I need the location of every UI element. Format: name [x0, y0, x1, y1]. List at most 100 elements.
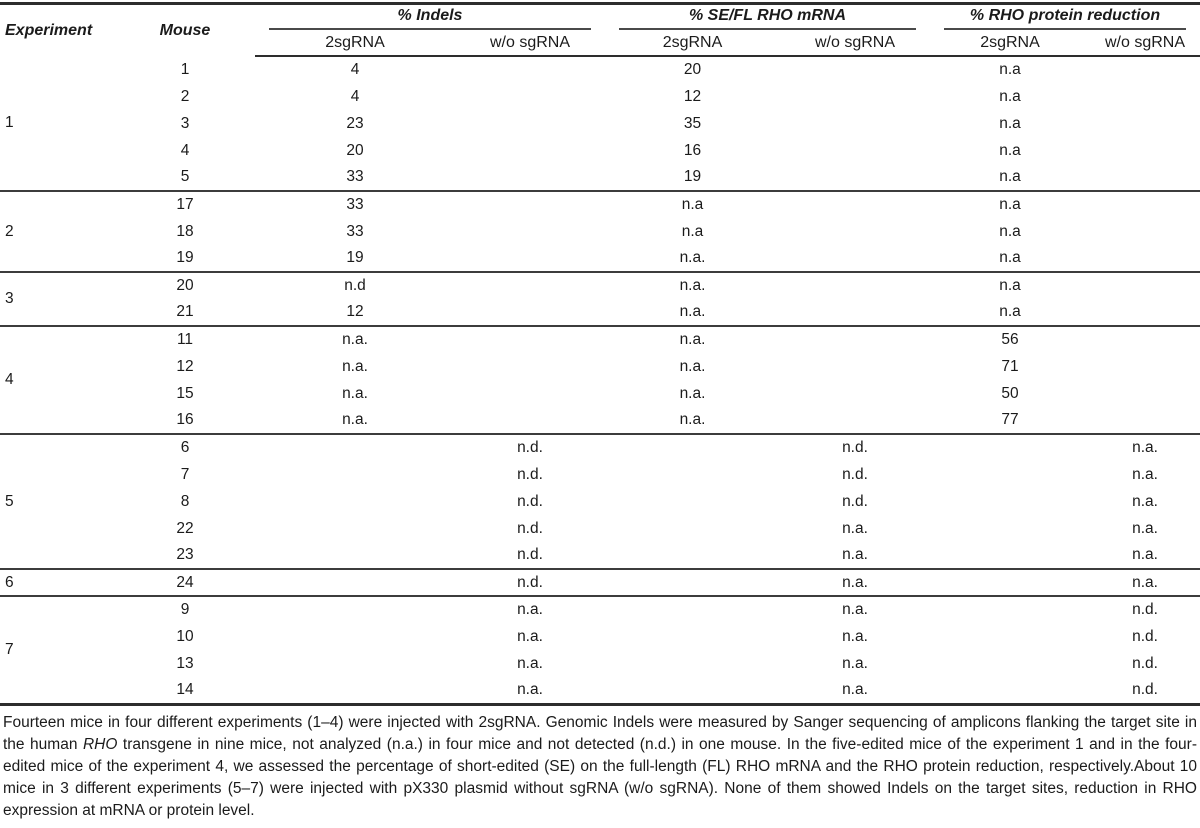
protein-wo-sgrna-value: [1090, 407, 1200, 434]
table-header: Experiment Mouse % Indels % SE/FL RHO mR…: [0, 4, 1200, 57]
indels-2sgrna-value: [255, 542, 455, 569]
footnote: Fourteen mice in four different experime…: [0, 706, 1200, 822]
experiment-number: 6: [0, 568, 115, 596]
table-row: 10 n.a. n.a. n.d.: [0, 623, 1200, 650]
indels-2sgrna-value: n.a.: [342, 411, 368, 428]
mouse-number: 20: [115, 271, 255, 299]
indels-wo-sgrna-value: [455, 271, 605, 299]
mrna-2sgrna-value: n.a.: [679, 357, 706, 375]
mrna-wo-sgrna-value: [780, 137, 930, 164]
indels-wo-sgrna-value: [455, 56, 605, 83]
indels-2sgrna-value: [255, 595, 455, 623]
protein-wo-sgrna-value: [1090, 325, 1200, 353]
protein-wo-sgrna-value: [1090, 190, 1200, 218]
mouse-number: 6: [115, 433, 255, 461]
mrna-2sgrna-value: [605, 650, 780, 677]
mouse-number: 15: [176, 384, 194, 402]
mrna-wo-sgrna-value: n.a.: [780, 595, 930, 623]
mrna-wo-sgrna-value: [780, 245, 930, 272]
indels-2sgrna-value: [255, 568, 455, 596]
mouse-number: 7: [180, 465, 190, 483]
table-row: 16 n.a. n.a. 77: [0, 407, 1200, 434]
indels-2sgrna-value: 4: [350, 87, 360, 105]
footnote-text: Fourteen mice in four different experime…: [3, 713, 1197, 753]
protein-2sgrna-value: [930, 461, 1090, 488]
table-row: 4 20 16 n.a: [0, 137, 1200, 164]
indels-wo-sgrna-value: n.d.: [517, 546, 543, 563]
mrna-2sgrna-value: 19: [683, 168, 702, 185]
protein-2sgrna-value: [930, 595, 1090, 623]
table-row: 6 24 n.d. n.a. n.a.: [0, 568, 1200, 596]
mrna-2sgrna-value: [605, 461, 780, 488]
mouse-number: 11: [115, 325, 255, 353]
col-group-rho-protein-reduction: % RHO protein reduction: [930, 4, 1200, 30]
indels-2sgrna-value: [255, 515, 455, 542]
protein-wo-sgrna-value: n.d.: [1132, 654, 1158, 672]
footnote-text: transgene in nine mice, not analyzed (n.…: [3, 735, 1197, 819]
protein-wo-sgrna-value: n.a.: [1132, 492, 1158, 510]
mrna-2sgrna-value: n.a.: [679, 411, 706, 428]
protein-2sgrna-value: [930, 623, 1090, 650]
protein-2sgrna-value: n.a: [930, 190, 1090, 218]
indels-wo-sgrna-value: [455, 407, 605, 434]
protein-2sgrna-value: n.a: [930, 271, 1090, 299]
mrna-wo-sgrna-value: [780, 299, 930, 326]
protein-wo-sgrna-value: [1090, 56, 1200, 83]
mrna-wo-sgrna-value: n.a.: [842, 519, 868, 537]
mrna-wo-sgrna-value: n.a.: [842, 654, 868, 672]
protein-2sgrna-value: n.a: [999, 87, 1021, 105]
mrna-wo-sgrna-value: [780, 83, 930, 110]
indels-wo-sgrna-value: [455, 325, 605, 353]
table-row: 22 n.d. n.a. n.a.: [0, 515, 1200, 542]
protein-wo-sgrna-value: [1090, 353, 1200, 380]
mouse-number: 12: [176, 357, 194, 375]
experiment-number: 1: [5, 114, 14, 131]
indels-wo-sgrna-value: [455, 218, 605, 245]
indels-wo-sgrna-value: [455, 83, 605, 110]
mrna-2sgrna-value: n.a: [605, 190, 780, 218]
indels-wo-sgrna-value: n.d.: [455, 568, 605, 596]
mouse-number: 14: [176, 680, 194, 698]
protein-2sgrna-value: [930, 433, 1090, 461]
indels-2sgrna-value: [255, 623, 455, 650]
protein-wo-sgrna-value: n.d.: [1132, 680, 1158, 698]
col-header-protein-wo-sgrna: w/o sgRNA: [1090, 30, 1200, 57]
footnote-gene-symbol: RHO: [82, 735, 118, 753]
indels-wo-sgrna-value: [455, 245, 605, 272]
col-header-mrna-2sgrna: 2sgRNA: [605, 30, 780, 57]
header-spanner-row: Experiment Mouse % Indels % SE/FL RHO mR…: [0, 4, 1200, 39]
indels-wo-sgrna-value: n.a.: [517, 654, 543, 672]
indels-wo-sgrna-value: n.d.: [517, 465, 543, 483]
mouse-number: 24: [115, 568, 255, 596]
mrna-wo-sgrna-value: [780, 353, 930, 380]
table-row: 15 n.a. n.a. 50: [0, 380, 1200, 407]
protein-wo-sgrna-value: [1090, 83, 1200, 110]
mrna-wo-sgrna-value: [780, 325, 930, 353]
protein-wo-sgrna-value: [1090, 164, 1200, 191]
mouse-number: 4: [180, 141, 190, 159]
protein-2sgrna-value: n.a: [999, 61, 1021, 78]
protein-2sgrna-value: n.a: [999, 168, 1021, 185]
protein-wo-sgrna-value: [1090, 110, 1200, 137]
table-row: 5 33 19 n.a: [0, 164, 1200, 191]
mrna-wo-sgrna-value: n.d.: [842, 465, 868, 483]
mouse-number: 10: [176, 627, 194, 645]
indels-wo-sgrna-value: [455, 299, 605, 326]
mouse-number: 23: [176, 546, 194, 563]
mrna-wo-sgrna-value: [780, 407, 930, 434]
mouse-number: 21: [176, 303, 194, 320]
col-header-indels-wo-sgrna: w/o sgRNA: [455, 30, 605, 57]
mrna-2sgrna-value: [605, 623, 780, 650]
table-row: 4 11 n.a. n.a. 56: [0, 325, 1200, 434]
protein-wo-sgrna-value: n.d.: [1132, 627, 1158, 645]
experiment-number: 7: [0, 595, 115, 704]
indels-wo-sgrna-value: [455, 164, 605, 191]
table-row: 23 n.d. n.a. n.a.: [0, 542, 1200, 569]
mrna-2sgrna-value: n.a.: [679, 249, 706, 266]
mrna-2sgrna-value: [605, 568, 780, 596]
mrna-2sgrna-value: 35: [683, 114, 702, 132]
protein-2sgrna-value: 71: [1001, 357, 1019, 375]
table-row: 18 33 n.a n.a: [0, 218, 1200, 245]
protein-wo-sgrna-value: n.a.: [1132, 465, 1158, 483]
indels-wo-sgrna-value: n.a.: [455, 595, 605, 623]
